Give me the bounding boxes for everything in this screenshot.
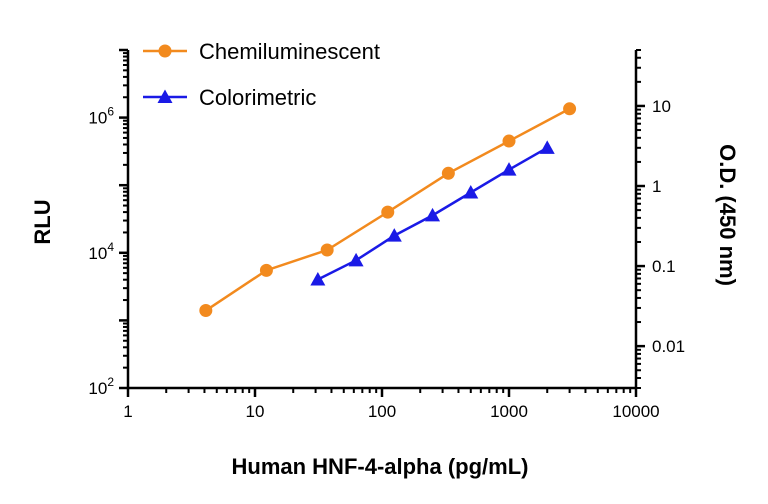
legend-label-chemiluminescent: Chemiluminescent (199, 39, 380, 64)
colorimetric-point (348, 252, 364, 267)
colorimetric-point (463, 184, 479, 199)
x-axis-title: Human HNF-4-alpha (pg/mL) (232, 454, 529, 479)
y-right-tick-label: 0.1 (652, 257, 676, 276)
x-tick-label: 10 (246, 402, 265, 421)
x-tick-label: 10000 (612, 402, 659, 421)
x-tick-label: 1000 (490, 402, 528, 421)
y-left-tick-label: 104 (88, 240, 114, 263)
colorimetric-point (425, 207, 441, 222)
colorimetric-point (539, 140, 555, 154)
chemiluminescent-point (199, 304, 213, 318)
chemiluminescent-point (441, 166, 455, 180)
x-tick-label: 100 (368, 402, 396, 421)
y-axis-title-right: O.D. (450 nm) (715, 144, 740, 286)
legend-label-colorimetric: Colorimetric (199, 85, 316, 110)
chemiluminescent-point (259, 263, 273, 277)
chart-marks (199, 102, 577, 318)
legend: Chemiluminescent Colorimetric (143, 39, 380, 110)
y-right-tick-label: 0.01 (652, 337, 685, 356)
legend-marker-chemiluminescent (158, 44, 172, 58)
chemiluminescent-point (502, 134, 516, 148)
colorimetric-point (310, 271, 326, 286)
legend-marker-colorimetric (157, 89, 173, 103)
y-right-tick-label: 10 (652, 97, 671, 116)
y-left-tick-label: 102 (88, 375, 114, 398)
y-left-tick-label: 106 (88, 105, 114, 128)
colorimetric-point (386, 228, 402, 242)
y-axis-title-left: RLU (30, 199, 55, 244)
chemiluminescent-point (320, 243, 334, 257)
x-tick-label: 1 (123, 402, 132, 421)
axes: 1 10 100 1000 10000 102 104 106 0.01 0.1 1 10 (88, 48, 685, 421)
chemiluminescent-point (381, 205, 395, 219)
y-right-tick-label: 1 (652, 177, 661, 196)
chemiluminescent-point (563, 102, 577, 116)
colorimetric-point (501, 162, 517, 176)
